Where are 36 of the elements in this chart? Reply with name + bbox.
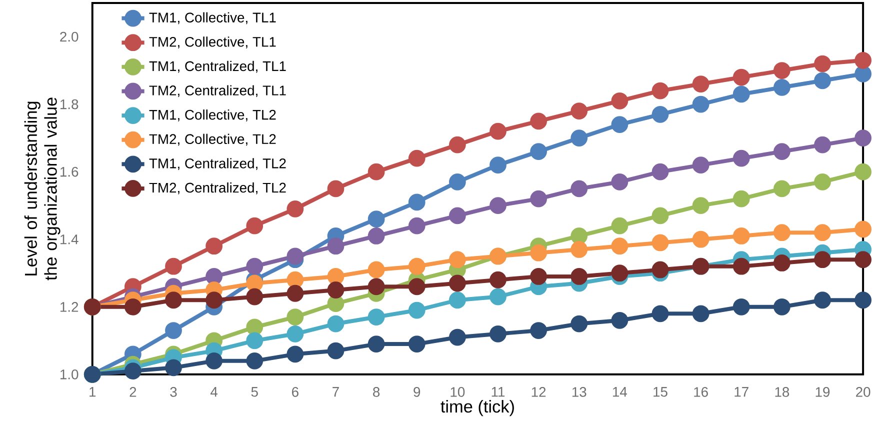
x-tick-label: 3 [170, 387, 177, 397]
y-tick-label: 2.0 [60, 32, 78, 42]
x-tick-label: 6 [292, 387, 298, 397]
legend-label: TM2, Collective, TL1 [149, 36, 276, 48]
x-tick-label: 14 [613, 387, 627, 397]
x-tick-label: 20 [856, 387, 870, 397]
x-tick-label: 11 [492, 387, 505, 397]
x-tick-label: 15 [654, 387, 668, 397]
x-tick-label: 17 [734, 387, 748, 397]
x-tick-label: 1 [90, 387, 96, 397]
legend-label: TM1, Collective, TL2 [149, 109, 276, 122]
y-tick-label: 1.6 [60, 166, 78, 177]
legend-label: TM2, Centralized, TL2 [149, 182, 286, 194]
y-tick-label: 1.0 [60, 369, 78, 380]
y-axis-title: Level of understanding the organizational value [24, 98, 60, 280]
y-tick-label: 1.4 [60, 234, 78, 244]
y-tick-label: 1.8 [60, 99, 78, 110]
x-tick-label: 18 [775, 387, 790, 397]
x-tick-label: 7 [332, 387, 339, 397]
x-tick-label: 10 [450, 387, 465, 397]
x-tick-label: 9 [414, 387, 420, 397]
legend-label: TM2, Collective, TL2 [149, 134, 276, 146]
x-tick-label: 5 [251, 387, 258, 397]
x-tick-label: 19 [816, 387, 830, 397]
legend-label: TM1, Centralized, TL1 [149, 60, 286, 73]
legend-label: TM2, Centralized, TL1 [149, 85, 286, 98]
legend-label: TM1, Collective, TL1 [149, 12, 276, 24]
x-tick-label: 16 [694, 387, 708, 397]
x-axis-title: time (tick) [440, 400, 514, 416]
x-tick-label: 4 [210, 387, 218, 397]
x-tick-label: 12 [532, 387, 546, 397]
x-tick-label: 2 [130, 387, 136, 397]
x-tick-label: 13 [572, 387, 586, 397]
x-tick-label: 8 [373, 387, 380, 397]
legend-label: TM1, Centralized, TL2 [149, 158, 286, 170]
y-tick-label: 1.2 [60, 302, 78, 312]
